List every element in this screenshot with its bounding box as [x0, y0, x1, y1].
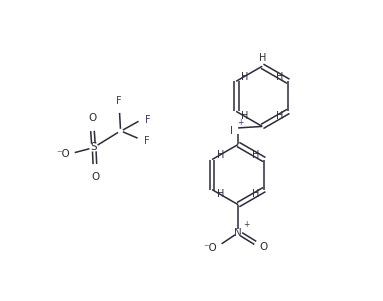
Text: S: S — [90, 142, 97, 153]
Text: ⁻O: ⁻O — [56, 149, 70, 159]
Text: F: F — [116, 96, 122, 106]
Text: +: + — [243, 220, 249, 229]
Text: H: H — [259, 53, 266, 63]
Text: H: H — [241, 110, 248, 121]
Text: ⁻O: ⁻O — [203, 243, 217, 253]
Text: +: + — [237, 118, 244, 127]
Text: H: H — [276, 72, 283, 82]
Text: O: O — [91, 172, 99, 182]
Text: O: O — [88, 113, 96, 123]
Text: O: O — [260, 241, 268, 252]
Text: H: H — [241, 72, 248, 82]
Text: F: F — [144, 136, 149, 146]
Text: H: H — [217, 150, 224, 160]
Text: H: H — [276, 110, 283, 121]
Text: F: F — [145, 115, 151, 126]
Text: H: H — [217, 189, 224, 199]
Text: H: H — [252, 150, 259, 160]
Text: I: I — [230, 126, 233, 136]
Text: N: N — [234, 228, 242, 238]
Text: H: H — [252, 189, 259, 199]
